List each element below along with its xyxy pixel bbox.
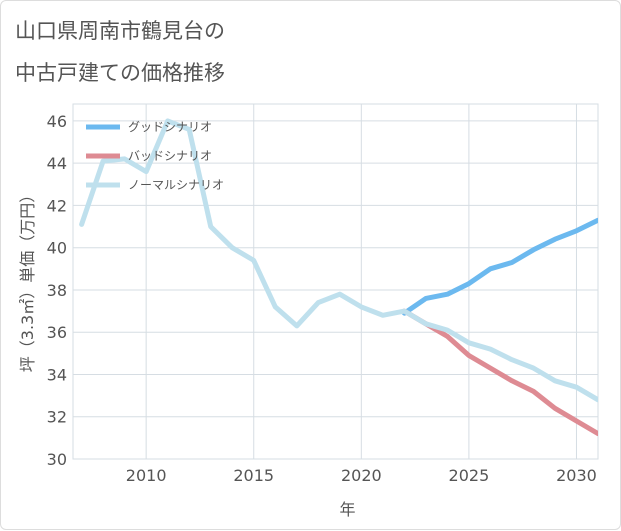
y-axis-title: 坪（3.3㎡）単価（万円） [18,187,37,372]
y-tick-label: 36 [47,323,67,342]
x-axis-title: 年 [339,500,355,519]
chart-title-line-2: 中古戸建ての価格推移 [15,61,225,85]
legend-label-0: グッドシナリオ [128,120,212,134]
x-tick-label: 2025 [449,466,490,485]
series-line-0 [401,217,598,316]
chart-title-line-1: 山口県周南市鶴見台の [15,19,225,43]
y-tick-label: 34 [47,365,67,384]
y-tick-label: 38 [47,281,67,300]
y-tick-label: 44 [47,154,67,173]
y-tick-label: 40 [47,239,67,258]
legend-label-2: ノーマルシナリオ [128,178,224,192]
legend-label-1: バッドシナリオ [128,149,212,163]
y-tick-label: 46 [47,112,67,131]
y-tick-label: 30 [47,450,67,469]
y-tick-label: 42 [47,196,67,215]
x-tick-label: 2030 [556,466,597,485]
y-tick-label: 32 [47,408,67,427]
series-line-1 [401,308,598,437]
x-tick-label: 2015 [233,466,274,485]
series-line-2 [79,118,598,403]
x-tick-label: 2020 [341,466,382,485]
x-tick-label: 2010 [126,466,167,485]
